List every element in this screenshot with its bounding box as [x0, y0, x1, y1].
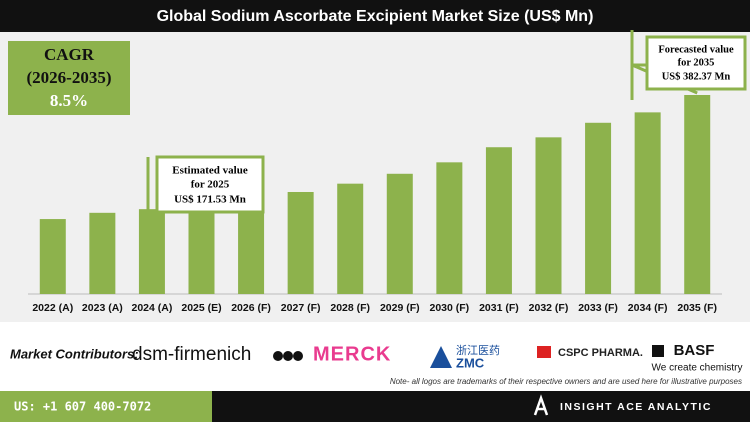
x-tick-label: 2027 (F)	[281, 302, 321, 314]
logo-icon	[652, 345, 664, 357]
bar	[585, 122, 612, 295]
logo: We create chemistry	[652, 363, 743, 374]
bar	[634, 112, 661, 294]
x-tick-label: 2023 (A)	[82, 302, 123, 314]
x-tick-label: 2028 (F)	[330, 302, 370, 314]
logo-dot	[283, 351, 293, 361]
bar	[89, 212, 116, 294]
x-tick-label: 2025 (E)	[181, 302, 221, 314]
bar	[386, 173, 413, 294]
logo-icon	[537, 346, 551, 358]
bar	[138, 209, 165, 294]
x-tick-label: 2030 (F)	[430, 302, 470, 314]
x-tick-label: 2026 (F)	[231, 302, 271, 314]
x-tick-label: 2033 (F)	[578, 302, 618, 314]
logo: BASF	[674, 342, 715, 359]
note: Note- all logos are trademarks of their …	[390, 377, 742, 386]
bar	[188, 204, 215, 294]
title-bar	[0, 0, 750, 32]
logo: 浙江医药	[456, 344, 500, 357]
callout-text: US$ 382.37 Mn	[662, 71, 731, 82]
x-tick-label: 2034 (F)	[628, 302, 668, 314]
x-tick-label: 2024 (A)	[131, 302, 172, 314]
bar	[535, 137, 562, 294]
logo-dot	[293, 351, 303, 361]
contributors-label: Market Contributors:	[10, 346, 139, 361]
bar	[238, 198, 265, 294]
callout-text: US$ 171.53 Mn	[174, 194, 246, 206]
logo-dot	[273, 351, 283, 361]
bar	[485, 147, 512, 294]
logo: MERCK	[313, 343, 391, 365]
x-tick-label: 2029 (F)	[380, 302, 420, 314]
x-tick-label: 2022 (A)	[32, 302, 73, 314]
bar	[684, 95, 711, 294]
cagr-value: 8.5%	[50, 91, 88, 110]
callout-text: Forecasted value	[658, 44, 734, 55]
callout-text: for 2025	[191, 179, 230, 191]
cagr-label: CAGR	[44, 45, 95, 64]
x-tick-label: 2035 (F)	[677, 302, 717, 314]
brand: INSIGHT ACE ANALYTIC	[560, 401, 712, 413]
bar	[436, 162, 463, 294]
bar	[39, 219, 66, 294]
callout: Estimated value for 2025 US$ 171.53 Mn	[155, 155, 265, 214]
logo: CSPC PHARMA.	[558, 347, 643, 359]
x-tick-label: 2032 (F)	[529, 302, 569, 314]
brand-bar	[212, 391, 750, 422]
phone-bar	[0, 391, 212, 422]
callout-text: for 2035	[678, 57, 715, 68]
logo: dsm-firmenich	[132, 344, 251, 365]
logo-icon	[430, 346, 452, 368]
chart-title: Global Sodium Ascorbate Excipient Market…	[157, 8, 594, 25]
callout: Forecasted value for 2035 US$ 382.37 Mn	[645, 35, 747, 91]
cagr-period: (2026-2035)	[27, 68, 112, 87]
callout-text: Estimated value	[172, 165, 248, 177]
cagr-box	[8, 41, 130, 115]
brand-icon	[533, 394, 549, 416]
bar	[287, 191, 314, 294]
bar	[337, 183, 364, 294]
callout-box	[645, 35, 747, 91]
x-tick-label: 2031 (F)	[479, 302, 519, 314]
logo: ZMC	[456, 355, 485, 370]
callout-box	[155, 155, 265, 214]
phone: US: +1 607 400-7072	[14, 400, 151, 414]
